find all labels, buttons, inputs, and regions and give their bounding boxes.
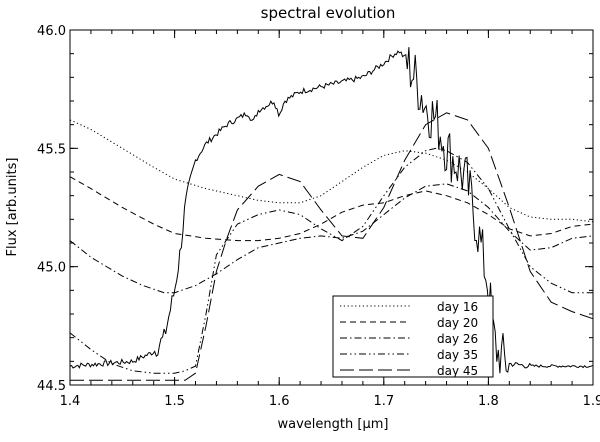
x-tick-label: 1.7 [373,394,394,409]
x-tick-label: 1.8 [478,394,499,409]
chart-title: spectral evolution [261,4,396,22]
legend-label: day 35 [437,348,478,362]
x-tick-label: 1.4 [60,394,81,409]
legend-label: day 20 [437,316,478,330]
x-axis-label: wavelength [μm] [278,417,389,432]
y-axis-label: Flux [arb.units] [5,158,20,257]
plot-frame [69,29,594,386]
x-tick-label: 1.9 [583,394,600,409]
axis-ticks: 1.4 1.5 1.6 1.7 1.8 1.9 44.5 45.0 45.5 46.0 [37,24,600,409]
series-line-spectrum [69,47,593,374]
series-line-day-20 [69,176,594,242]
x-tick-label: 1.5 [164,394,185,409]
y-tick-label: 46.0 [37,24,66,39]
legend-box [332,295,494,378]
legend-label: day 26 [437,332,478,346]
y-tick-label: 45.0 [37,261,66,276]
y-tick-label: 45.5 [37,142,66,157]
legend: day 16 day 20 day 26 day 35 day 45 [332,295,494,378]
series-layer [69,47,594,381]
legend-label: day 45 [437,364,478,378]
legend-label: day 16 [437,300,478,314]
series-line-day-35 [69,147,593,374]
y-tick-label: 44.5 [37,379,66,394]
series-line-day-45 [70,112,594,381]
series-line-day-26 [69,183,594,294]
x-tick-label: 1.6 [269,394,290,409]
series-line-day-16 [69,119,594,223]
